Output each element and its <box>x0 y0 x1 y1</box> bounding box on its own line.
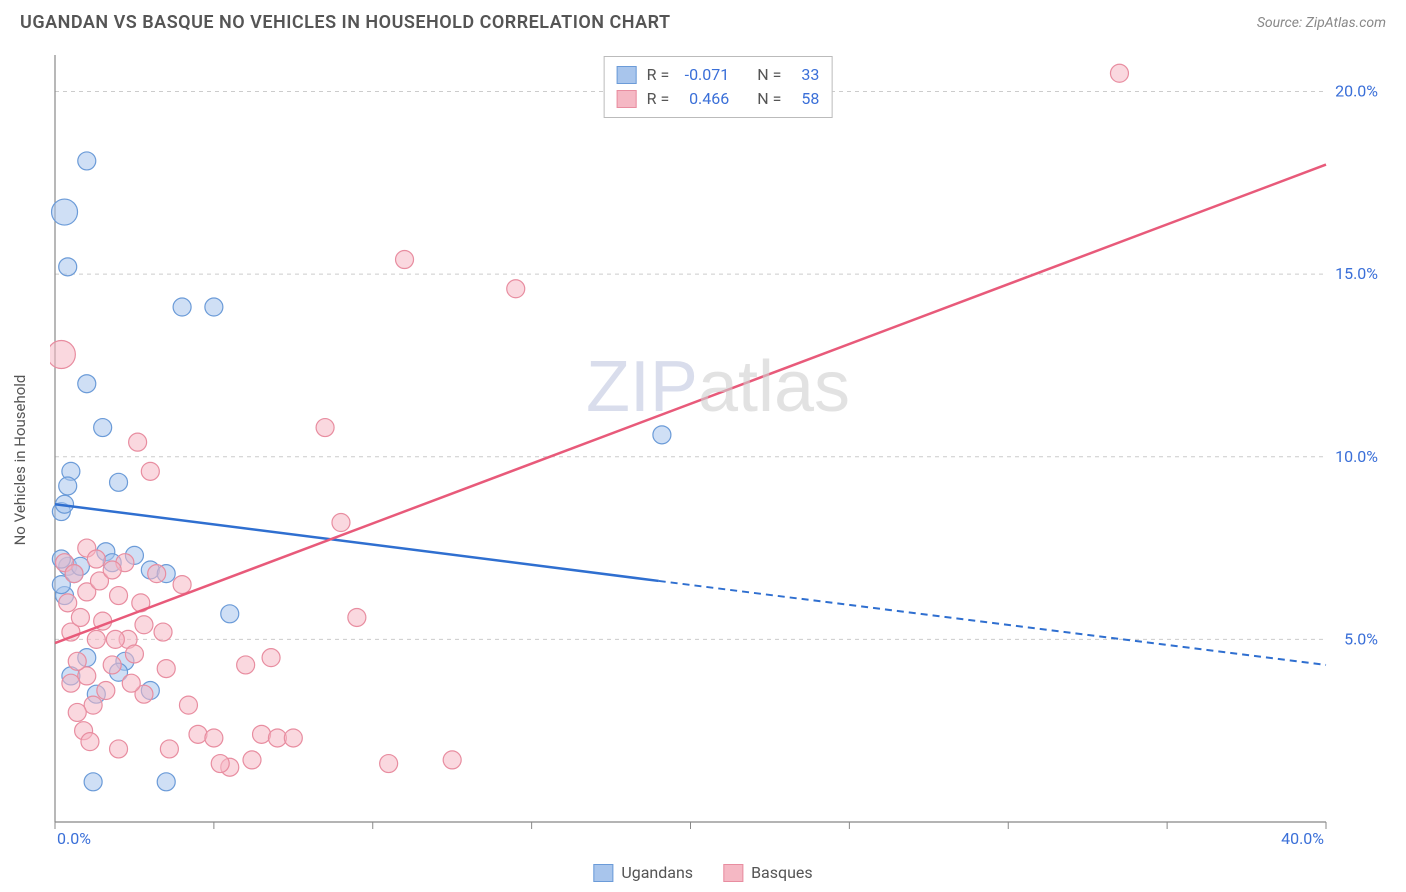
data-point <box>211 755 229 773</box>
correlation-stats-box: R =-0.071 N =33 R =0.466 N =58 <box>604 56 833 118</box>
data-point <box>160 740 178 758</box>
data-point <box>84 773 102 791</box>
data-point <box>141 462 159 480</box>
legend-item: Ugandans <box>593 863 693 882</box>
data-point <box>507 280 525 298</box>
data-point <box>173 298 191 316</box>
data-point <box>179 696 197 714</box>
scatter-plot: 5.0% 10.0% 15.0% 20.0% 0.0% 40.0% <box>50 50 1386 852</box>
data-point <box>122 674 140 692</box>
r-value: 0.466 <box>679 87 729 111</box>
data-point <box>97 682 115 700</box>
data-point <box>129 433 147 451</box>
data-point <box>87 630 105 648</box>
n-value: 33 <box>791 63 819 87</box>
data-point <box>94 419 112 437</box>
data-point <box>154 623 172 641</box>
svg-text:0.0%: 0.0% <box>57 829 91 848</box>
data-point <box>135 616 153 634</box>
data-point <box>59 477 77 495</box>
data-point <box>59 258 77 276</box>
data-point <box>173 576 191 594</box>
legend-item: Basques <box>723 863 813 882</box>
data-point <box>103 561 121 579</box>
data-point <box>157 660 175 678</box>
data-point <box>81 733 99 751</box>
trend-line <box>55 165 1326 643</box>
data-point <box>110 740 128 758</box>
series-swatch <box>617 90 637 108</box>
series-swatch <box>617 66 637 84</box>
data-point <box>653 426 671 444</box>
data-point <box>1110 64 1128 82</box>
n-value: 58 <box>791 87 819 111</box>
svg-text:40.0%: 40.0% <box>1281 829 1324 848</box>
data-point <box>84 696 102 714</box>
data-point <box>253 725 271 743</box>
y-axis-label: No Vehicles in Household <box>11 375 29 546</box>
trend-line-extrapolated <box>659 581 1326 665</box>
source-label: Source: ZipAtlas.com <box>1257 15 1386 31</box>
data-point <box>110 587 128 605</box>
svg-text:10.0%: 10.0% <box>1335 447 1378 466</box>
data-point <box>243 751 261 769</box>
data-point <box>316 419 334 437</box>
data-point <box>78 152 96 170</box>
data-point <box>52 199 78 225</box>
data-point <box>65 565 83 583</box>
data-point <box>284 729 302 747</box>
data-point <box>396 251 414 269</box>
data-point <box>103 656 121 674</box>
data-point <box>148 565 166 583</box>
data-point <box>157 773 175 791</box>
data-point <box>106 630 124 648</box>
data-point <box>87 550 105 568</box>
data-point <box>68 652 86 670</box>
data-point <box>237 656 255 674</box>
legend: Ugandans Basques <box>593 863 812 882</box>
stats-row: R =-0.071 N =33 <box>617 63 820 87</box>
r-value: -0.071 <box>679 63 729 87</box>
data-point <box>205 729 223 747</box>
data-point <box>50 340 75 368</box>
data-point <box>443 751 461 769</box>
data-point <box>262 649 280 667</box>
data-point <box>59 594 77 612</box>
data-point <box>205 298 223 316</box>
chart-container: No Vehicles in Household 5.0%10.0%15.0%2… <box>50 50 1386 852</box>
data-point <box>348 608 366 626</box>
data-point <box>189 725 207 743</box>
data-point <box>71 608 89 626</box>
data-point <box>62 674 80 692</box>
data-point <box>332 514 350 532</box>
stats-row: R =0.466 N =58 <box>617 87 820 111</box>
legend-label: Basques <box>751 863 813 882</box>
data-point <box>68 703 86 721</box>
data-point <box>125 645 143 663</box>
data-point <box>221 605 239 623</box>
data-point <box>380 755 398 773</box>
data-point <box>78 375 96 393</box>
data-point <box>110 473 128 491</box>
svg-text:5.0%: 5.0% <box>1344 629 1378 648</box>
legend-swatch <box>723 864 743 882</box>
legend-swatch <box>593 864 613 882</box>
svg-text:15.0%: 15.0% <box>1335 264 1378 283</box>
chart-title: UGANDAN VS BASQUE NO VEHICLES IN HOUSEHO… <box>20 12 671 33</box>
legend-label: Ugandans <box>621 863 693 882</box>
svg-text:20.0%: 20.0% <box>1335 82 1378 101</box>
